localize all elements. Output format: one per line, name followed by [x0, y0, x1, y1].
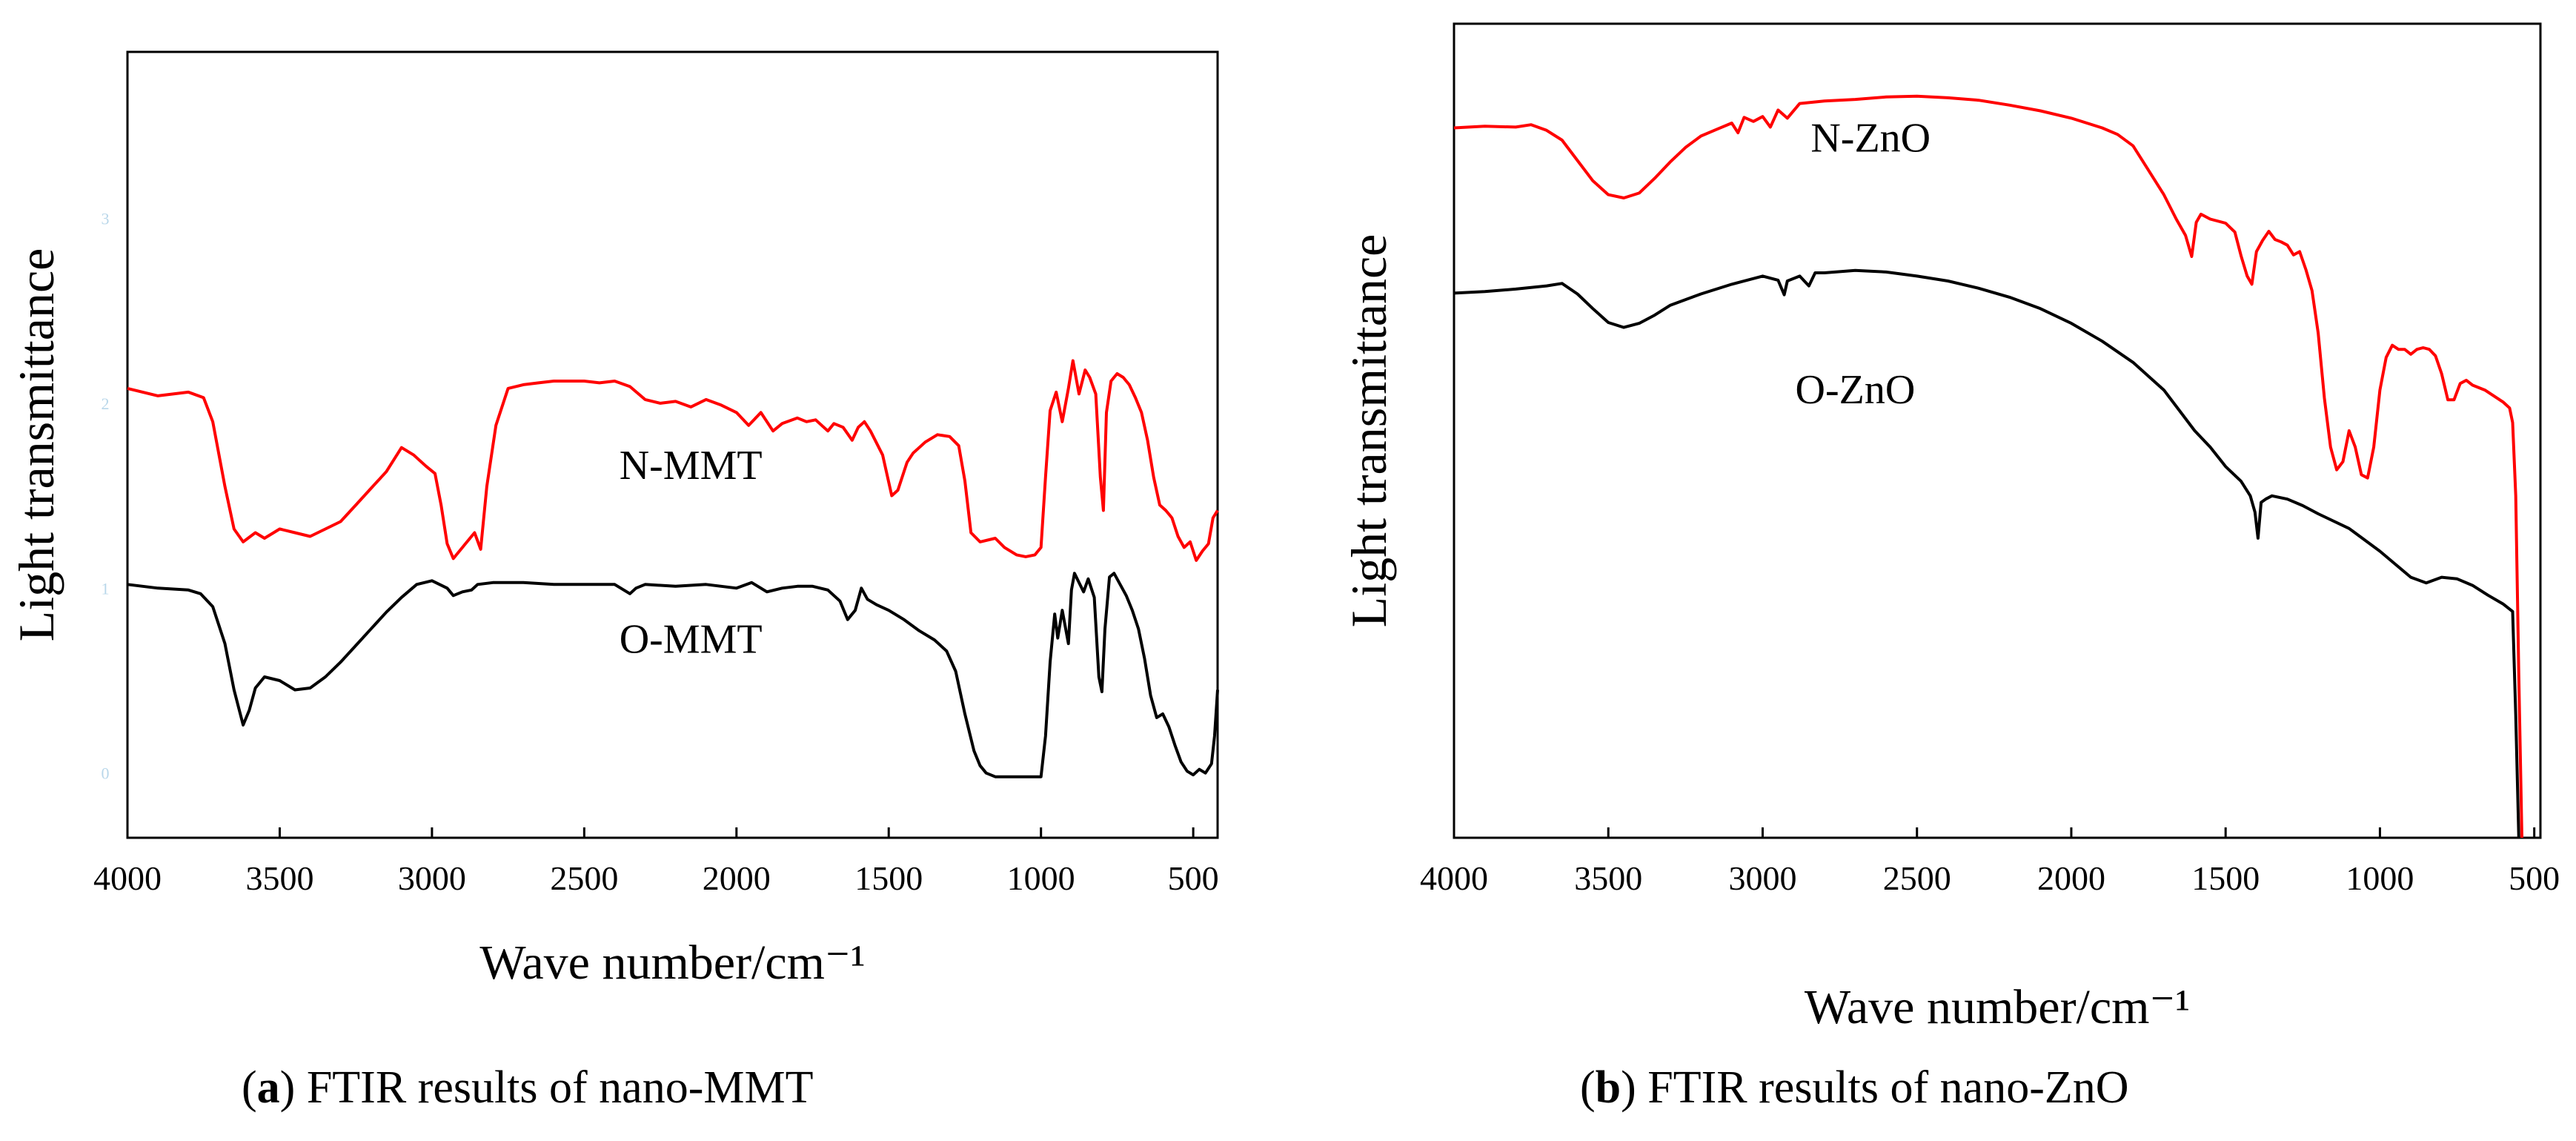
y-tick-label: 2 — [102, 394, 110, 413]
chart-b: 4000 3500 3000 2500 2000 1500 1000 500 Wave numb… — [1341, 22, 2560, 1034]
x-tick-label: 500 — [2509, 859, 2560, 897]
x-tick-label: 4000 — [1420, 859, 1488, 897]
plot-frame — [126, 50, 1219, 839]
panel-a: 0 1 2 3 4000 3500 3000 2500 2000 1500 1000 500 Wave … — [0, 0, 1260, 1141]
caption-b-text: FTIR results of nano-ZnO — [1636, 1062, 2129, 1113]
caption-b-letter: b — [1595, 1062, 1621, 1113]
x-tick-label: 3000 — [398, 859, 466, 897]
series-line-o-mmt — [127, 572, 1219, 778]
series-label-o-zno: O-ZnO — [1796, 367, 1916, 413]
y-axis-title: Light transmittance — [8, 248, 64, 642]
x-tick-label: 2000 — [703, 859, 771, 897]
series-label-n-mmt: N-MMT — [620, 443, 763, 489]
x-tick-label: 1000 — [2346, 859, 2414, 897]
x-tick-label: 2500 — [550, 859, 618, 897]
x-tick-label: 3500 — [1574, 859, 1642, 897]
plot-frame — [1453, 22, 2542, 839]
y-axis-title: Light transmittance — [1341, 234, 1397, 628]
x-axis-title: Wave number/cm⁻¹ — [1805, 980, 2190, 1034]
y-tick-label: 1 — [102, 579, 110, 598]
x-axis-title: Wave number/cm⁻¹ — [479, 936, 865, 990]
series-line-o-zno — [1453, 268, 2520, 839]
x-tick-label: 1500 — [854, 859, 923, 897]
x-tick-label: 4000 — [93, 859, 162, 897]
series-line-n-zno — [1453, 94, 2523, 839]
panel-b: 4000 3500 3000 2500 2000 1500 1000 500 Wave numb… — [1304, 0, 2576, 1141]
y-tick-label: 0 — [102, 764, 110, 783]
x-tick-label: 2000 — [2037, 859, 2105, 897]
series-label-o-mmt: O-MMT — [620, 617, 763, 663]
x-tick-label: 3500 — [245, 859, 313, 897]
x-tick-label: 2500 — [1883, 859, 1951, 897]
x-tick-label: 500 — [1168, 859, 1219, 897]
caption-a-letter: a — [256, 1062, 280, 1113]
x-tick-label: 1500 — [2191, 859, 2260, 897]
caption-a: (a) FTIR results of nano-MMT — [242, 1062, 814, 1113]
series-line-n-mmt — [127, 359, 1219, 562]
y-tick-label: 3 — [102, 209, 110, 228]
chart-a: 0 1 2 3 4000 3500 3000 2500 2000 1500 1000 500 Wave … — [8, 50, 1219, 990]
caption-b: (b) FTIR results of nano-ZnO — [1580, 1062, 2129, 1113]
caption-a-text: FTIR results of nano-MMT — [295, 1062, 814, 1113]
x-tick-label: 1000 — [1007, 859, 1075, 897]
x-tick-label: 3000 — [1728, 859, 1796, 897]
series-label-n-zno: N-ZnO — [1810, 116, 1931, 162]
